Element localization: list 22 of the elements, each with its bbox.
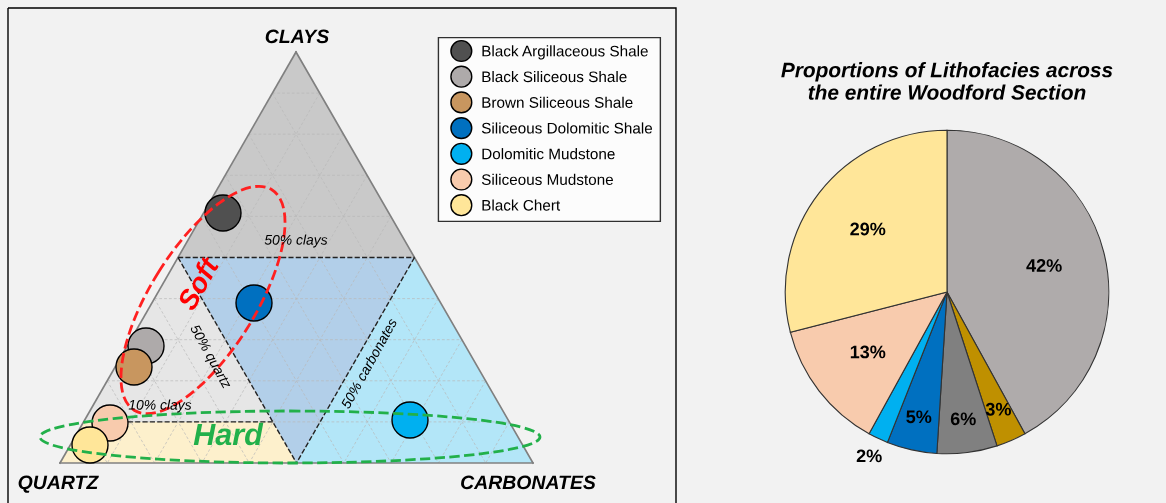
data-label: 5% <box>906 410 932 424</box>
category-label: Black Chert <box>482 199 561 211</box>
chart-title: Proportions of Lithofacies across the entire Woodford Section <box>781 62 1113 100</box>
text: QUARTZ <box>18 475 99 493</box>
data-label: 6% <box>950 412 976 426</box>
category-label: Brown Siliceous Shale <box>482 96 633 108</box>
text: 10% clays <box>128 399 192 413</box>
text: Hard <box>193 422 264 446</box>
category-label: Black Argillaceous Shale <box>482 45 648 60</box>
category-label: Siliceous Dolomitic Shale <box>481 122 653 134</box>
data-label: 2% <box>856 449 882 463</box>
text: Soft <box>175 254 221 312</box>
text: CARBONATES <box>461 475 596 490</box>
text: CLAYS <box>265 29 330 44</box>
data-label: 13% <box>850 345 886 359</box>
data-label: 29% <box>850 222 886 236</box>
category-label: Black Siliceous Shale <box>482 70 627 83</box>
category-label: Dolomitic Mudstone <box>482 148 615 160</box>
data-label: 3% <box>985 402 1011 416</box>
category-label: Siliceous Mudstone <box>481 173 613 185</box>
text: 50% clays <box>264 234 328 248</box>
data-label: 42% <box>1026 259 1062 272</box>
